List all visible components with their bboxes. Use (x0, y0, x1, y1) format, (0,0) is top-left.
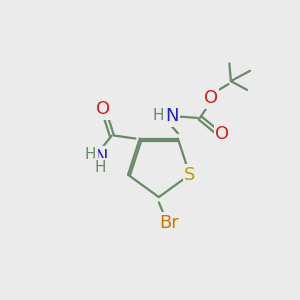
Text: Br: Br (159, 214, 179, 232)
Text: N: N (94, 148, 107, 166)
Text: O: O (204, 89, 218, 107)
Text: O: O (215, 125, 229, 143)
Text: N: N (165, 107, 179, 125)
Text: O: O (96, 100, 110, 118)
Text: H: H (95, 160, 106, 175)
Text: S: S (184, 166, 195, 184)
Text: H: H (85, 147, 96, 162)
Text: H: H (152, 108, 164, 123)
